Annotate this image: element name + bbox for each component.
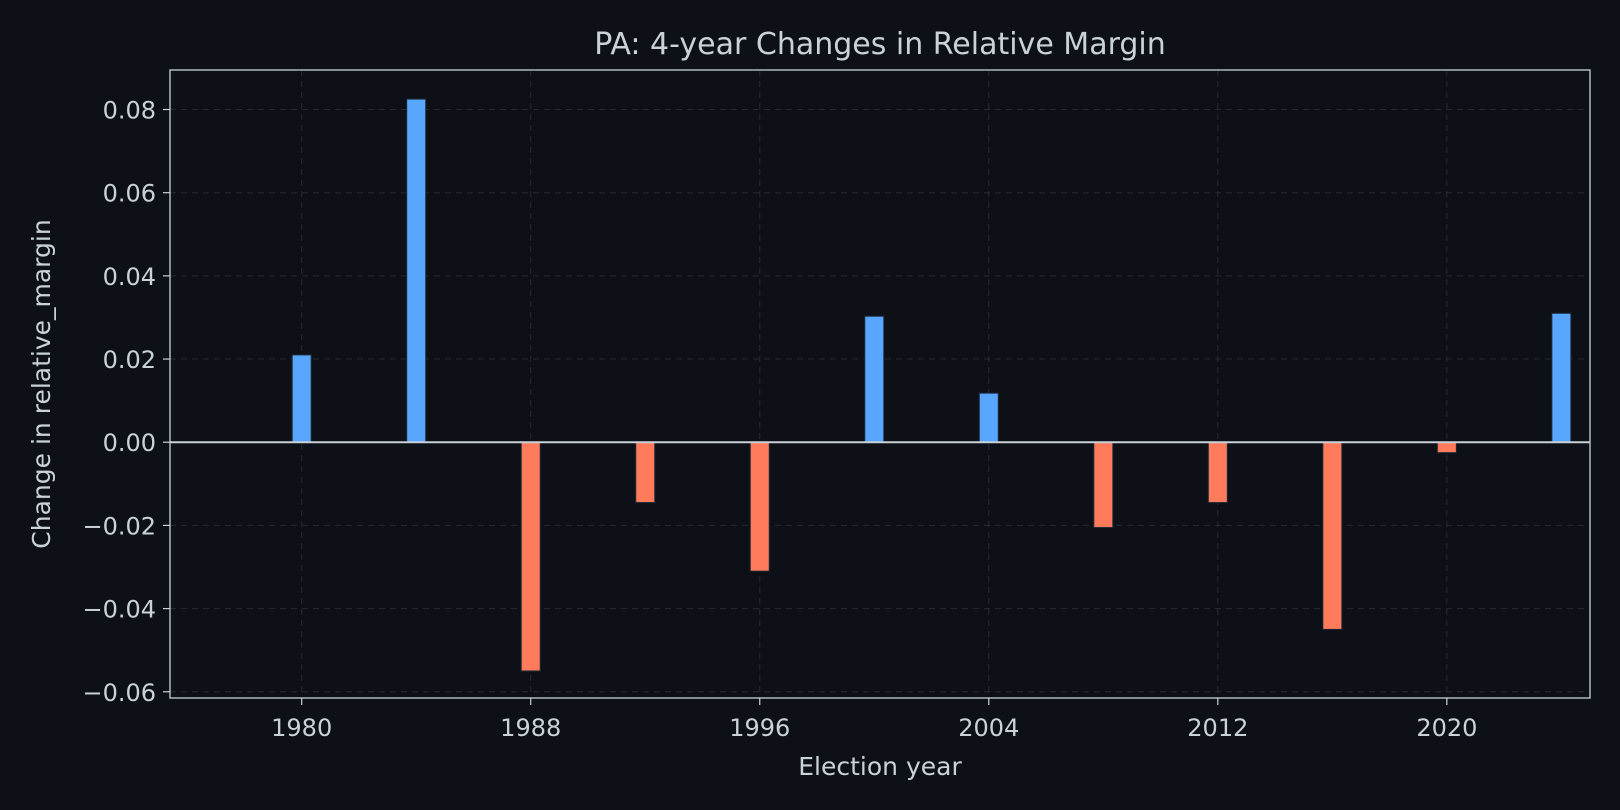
y-axis-label: Change in relative_margin — [27, 219, 56, 548]
bar — [291, 354, 312, 443]
y-tick-label: −0.02 — [82, 512, 156, 540]
bar — [520, 441, 541, 672]
x-tick-label: 2004 — [958, 714, 1019, 742]
x-tick-label: 2012 — [1187, 714, 1248, 742]
y-tick-label: 0.04 — [103, 263, 156, 291]
x-axis-ticks: 1980 1988 1996 2004 2012 2020 — [271, 698, 1477, 742]
y-tick-label: 0.06 — [103, 180, 156, 208]
y-tick-label: 0.02 — [103, 346, 156, 374]
bar — [864, 315, 885, 443]
y-tick-label: 0.08 — [103, 97, 156, 125]
bar — [1207, 441, 1228, 504]
x-tick-label: 1988 — [500, 714, 561, 742]
bar — [635, 441, 656, 504]
y-axis-ticks: −0.06 −0.04 −0.02 0.00 0.02 0.04 0.06 0.08 — [82, 97, 170, 707]
axes-frame — [169, 69, 1591, 699]
x-tick-label: 2020 — [1416, 714, 1477, 742]
y-tick-label: −0.04 — [82, 596, 156, 624]
bar — [1436, 441, 1457, 454]
bar — [406, 98, 427, 443]
bars — [291, 98, 1572, 672]
chart-title: PA: 4-year Changes in Relative Margin — [594, 27, 1166, 62]
bar — [1551, 312, 1572, 443]
bar — [1093, 441, 1114, 528]
bar — [749, 441, 770, 572]
x-axis-label: Election year — [798, 752, 962, 781]
bar — [978, 392, 999, 443]
x-tick-label: 1980 — [271, 714, 332, 742]
x-tick-label: 1996 — [729, 714, 790, 742]
y-tick-label: 0.00 — [103, 429, 156, 457]
y-tick-label: −0.06 — [82, 679, 156, 707]
bar — [1322, 441, 1343, 630]
